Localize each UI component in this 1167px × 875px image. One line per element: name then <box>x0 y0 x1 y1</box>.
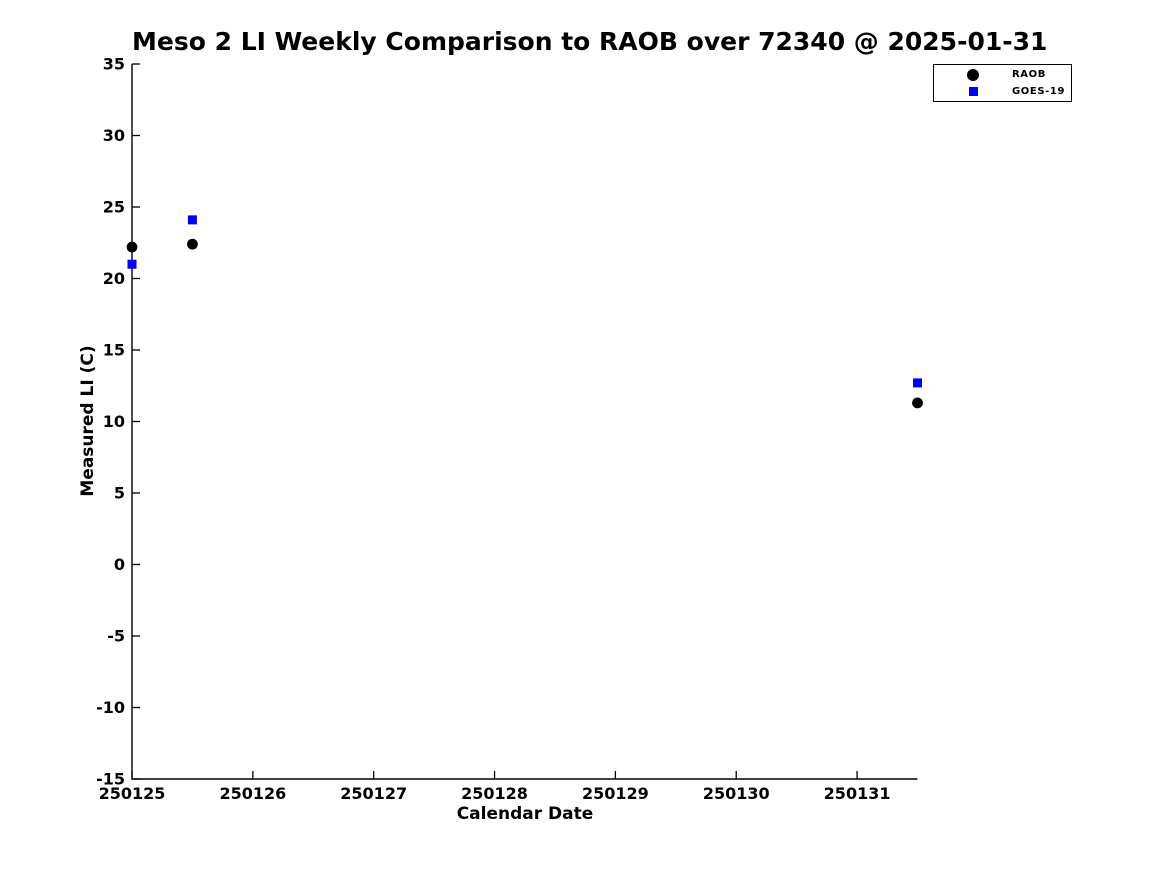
raob-circle-marker-icon <box>967 68 979 81</box>
legend-item-goes-19: GOES-19 <box>934 85 1071 99</box>
marker-goes-19 <box>127 259 137 269</box>
legend-item-raob: RAOB <box>934 68 1071 82</box>
x-tick-label: 250130 <box>703 784 770 803</box>
y-tick-label: 25 <box>103 198 125 217</box>
x-tick-label: 250131 <box>824 784 891 803</box>
legend: RAOB GOES-19 <box>933 64 1072 102</box>
goes-19-square-marker-icon <box>968 87 978 96</box>
y-tick-label: 10 <box>103 412 125 431</box>
marker-goes-19 <box>187 215 197 225</box>
y-tick-label: 0 <box>114 555 125 574</box>
marker-raob <box>187 238 198 250</box>
x-axis-label: Calendar Date <box>456 804 594 824</box>
y-tick-label: -5 <box>107 627 125 646</box>
x-tick-label: 250125 <box>99 784 166 803</box>
y-tick-label: -15 <box>96 770 125 789</box>
x-tick-label: 250129 <box>582 784 649 803</box>
x-tick-label: 250128 <box>461 784 528 803</box>
y-tick-label: 30 <box>103 126 125 145</box>
marker-raob <box>912 397 923 409</box>
legend-label-goes-19: GOES-19 <box>1012 86 1066 97</box>
x-tick-label: 250127 <box>340 784 407 803</box>
y-tick-label: -10 <box>96 698 125 717</box>
marker-goes-19 <box>913 378 922 388</box>
x-tick-label: 250126 <box>219 784 286 803</box>
chart-title: Meso 2 LI Weekly Comparison to RAOB over… <box>132 27 1048 56</box>
legend-marker-cell <box>934 68 1012 81</box>
y-tick-label: 35 <box>103 55 125 74</box>
y-tick-label: 5 <box>114 484 125 503</box>
legend-label-raob: RAOB <box>1012 69 1046 80</box>
y-tick-label: 15 <box>103 341 125 360</box>
axis-spines <box>131 64 918 780</box>
marker-raob <box>126 241 138 253</box>
legend-marker-cell <box>934 87 1012 96</box>
y-tick-label: 20 <box>103 269 125 288</box>
y-axis-label: Measured LI (C) <box>78 345 98 497</box>
